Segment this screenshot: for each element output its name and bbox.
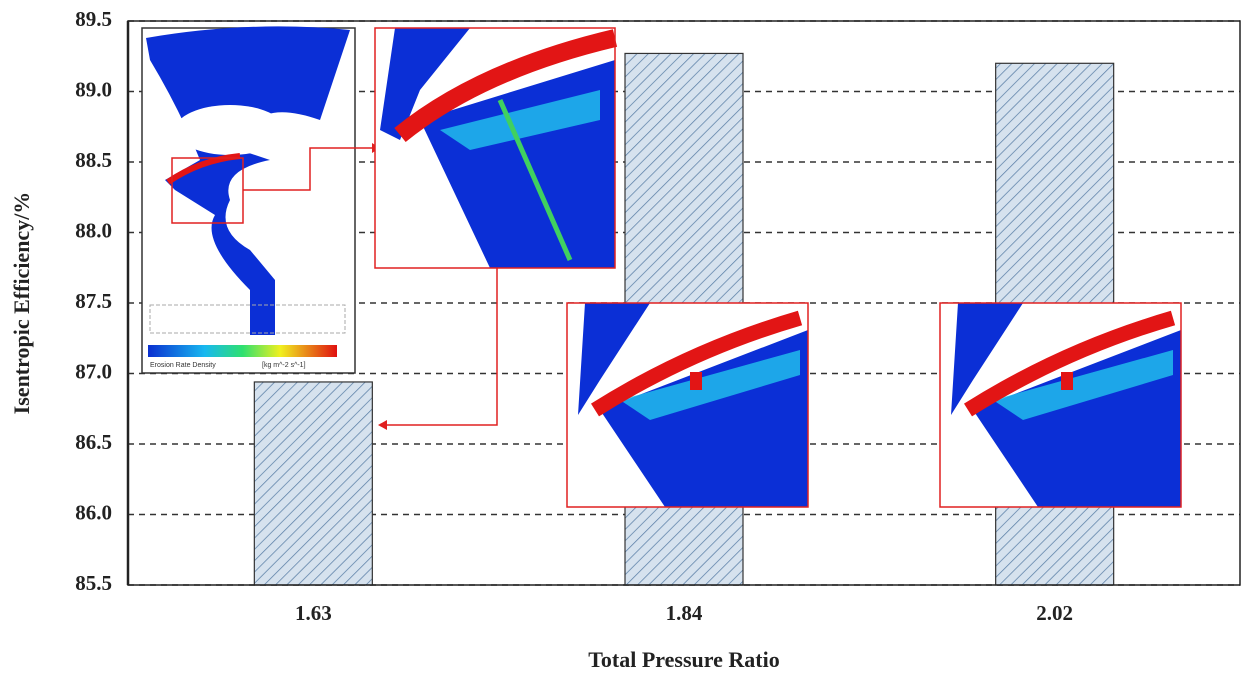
x-tick-label: 1.63 [295,601,332,625]
x-tick-label: 1.84 [666,601,703,625]
colorbar-unit: [kg m^-2 s^-1] [262,362,306,369]
arrow-head [378,420,387,430]
y-tick-label: 87.5 [75,289,112,313]
arrow [386,268,497,425]
chart: Erosion Rate Density [kg m^-2 s^-1] [0,0,1252,682]
contour-hole [175,105,285,155]
y-tick-label: 88.5 [75,148,112,172]
bar [254,382,372,585]
colorbar [148,345,337,357]
y-tick-label: 85.5 [75,571,112,595]
y-tick-label: 87.0 [75,359,112,383]
y-tick-label: 89.5 [75,7,112,31]
y-tick-label: 86.0 [75,500,112,524]
y-axis-title: Isentropic Efficiency/% [9,192,34,415]
y-tick-label: 89.0 [75,77,112,101]
zoom-inset [940,303,1181,507]
x-tick-label: 2.02 [1036,601,1073,625]
colorbar-title: Erosion Rate Density [150,362,216,369]
y-tick-label: 88.0 [75,218,112,242]
zoom-inset [375,28,615,268]
x-axis-title: Total Pressure Ratio [588,647,779,672]
y-tick-label: 86.5 [75,430,112,454]
zoom-inset [567,303,808,507]
